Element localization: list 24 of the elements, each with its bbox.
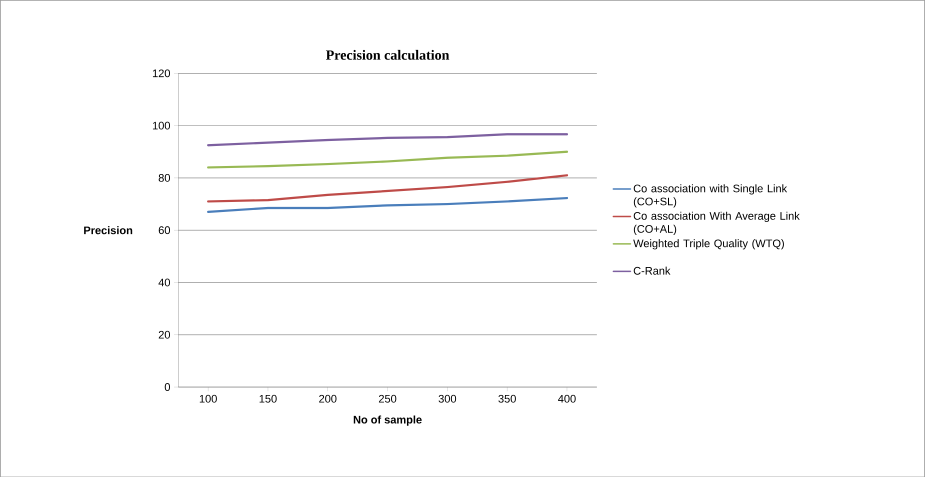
line-series	[207, 196, 568, 213]
line-series	[207, 132, 568, 146]
y-tick-label: 20	[158, 330, 170, 338]
legend-label: C-Rank	[634, 266, 670, 275]
y-tick-label: 80	[158, 174, 170, 182]
x-tick-label: 350	[498, 394, 516, 402]
x-axis-title: No of sample	[354, 415, 422, 426]
chart-title: Precision calculation	[326, 50, 450, 60]
y-tick-label: 0	[164, 382, 170, 391]
y-tick-label: 40	[158, 278, 170, 286]
x-tick-label: 100	[200, 394, 217, 402]
x-tick-label: 200	[319, 394, 336, 402]
legend-label: Co association With Average Link (CO+AL)	[634, 212, 800, 235]
x-tick-label: 150	[260, 394, 277, 402]
x-tick-label: 300	[438, 394, 456, 402]
line-series	[207, 150, 568, 168]
y-tick-label: 120	[152, 69, 170, 78]
y-tick-label: 60	[158, 226, 170, 234]
x-tick-label: 400	[558, 394, 576, 402]
legend-label: Co association with Single Link (CO+SL)	[634, 184, 788, 208]
y-axis-title: Precision	[84, 226, 132, 234]
x-tick-label: 250	[378, 394, 396, 402]
legend-label: Weighted Triple Quality (WTQ)	[633, 239, 784, 250]
y-tick-label: 100	[152, 122, 170, 130]
